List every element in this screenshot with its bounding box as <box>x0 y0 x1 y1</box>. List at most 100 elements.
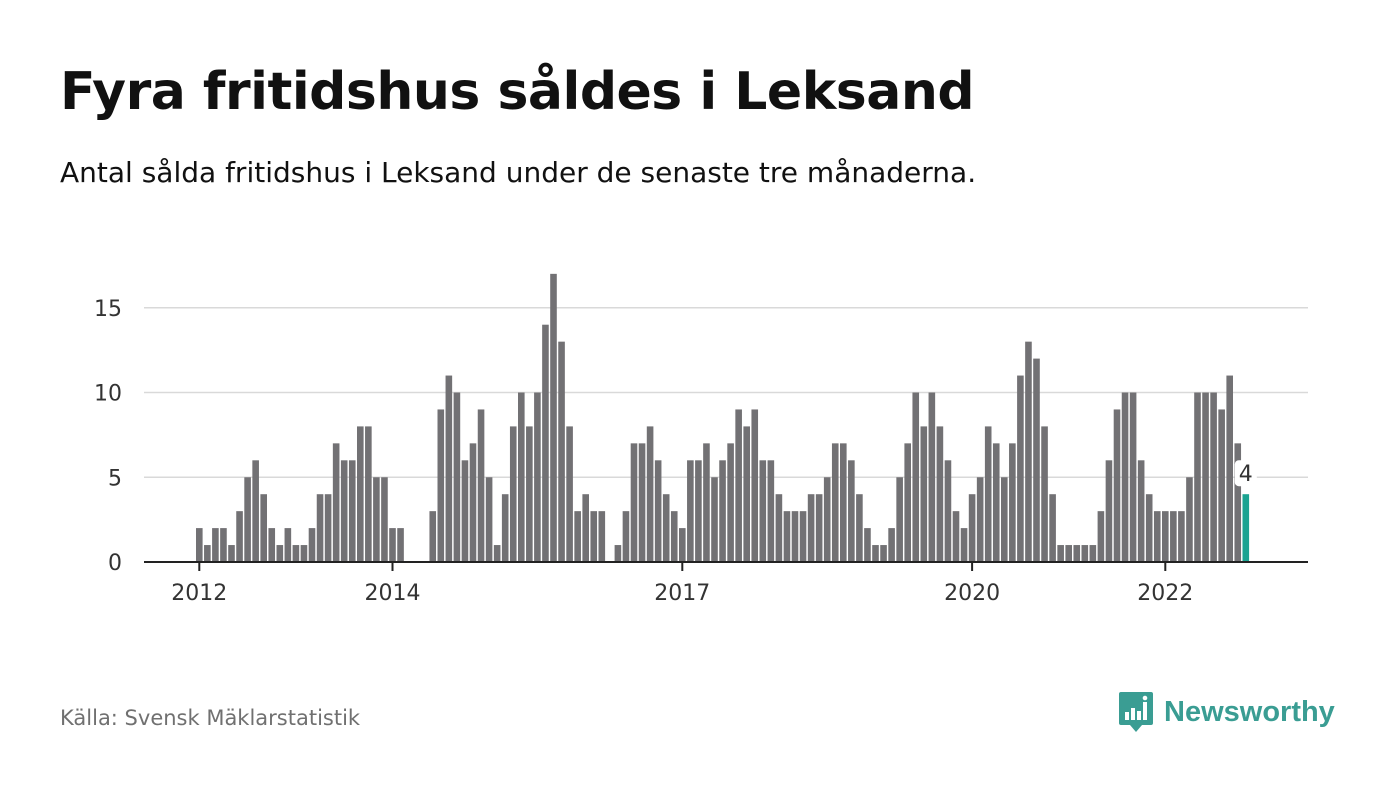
bar <box>807 494 815 562</box>
bar <box>542 324 549 562</box>
bar <box>1137 460 1145 562</box>
bar <box>848 460 855 562</box>
bar <box>912 392 920 562</box>
bar <box>960 528 968 562</box>
bar <box>236 511 243 562</box>
bar <box>1065 545 1072 562</box>
bar <box>582 494 589 562</box>
bar <box>429 511 437 562</box>
bar <box>952 511 960 562</box>
bar-latest <box>1242 494 1250 562</box>
bar <box>300 545 308 562</box>
bar <box>759 460 767 562</box>
x-tick-label: 2012 <box>171 581 227 606</box>
bar <box>719 460 726 562</box>
bar <box>687 460 694 562</box>
bar <box>1001 477 1008 562</box>
x-tick-label: 2022 <box>1137 581 1193 606</box>
bar <box>485 477 493 562</box>
bar <box>1145 494 1153 562</box>
newsworthy-bar-chart-icon <box>1119 692 1153 732</box>
bar <box>308 528 316 562</box>
bar-chart: 0 5 10 15 2012 2014 2017 2020 2022 4 <box>94 273 1308 606</box>
bar <box>791 511 799 562</box>
x-tick-label: 2017 <box>654 581 710 606</box>
bar <box>831 443 839 562</box>
bar <box>590 511 598 562</box>
chart-title: Fyra fritidshus såldes i Leksand <box>60 62 975 122</box>
bar <box>598 511 606 562</box>
bar <box>397 528 404 562</box>
bar <box>373 477 380 562</box>
bar <box>614 545 622 562</box>
bar <box>284 528 292 562</box>
bar <box>389 528 396 562</box>
bar <box>1202 392 1209 562</box>
bar <box>727 443 734 562</box>
bar <box>646 426 654 562</box>
bar <box>944 460 952 562</box>
bar <box>252 460 259 562</box>
bar <box>316 494 324 562</box>
bar <box>268 528 276 562</box>
bar <box>1226 375 1233 562</box>
bar <box>1178 511 1185 562</box>
tick-labels: 0 5 10 15 2012 2014 2017 2020 2022 4 <box>94 297 1257 606</box>
bar <box>1033 358 1040 562</box>
bar <box>735 409 742 562</box>
brand-name: Newsworthy <box>1164 695 1335 728</box>
bar <box>703 443 710 562</box>
bars <box>196 273 1250 562</box>
bar <box>840 443 847 562</box>
bar <box>453 392 461 562</box>
bar <box>1057 545 1064 562</box>
bar <box>566 426 573 562</box>
bar <box>574 511 581 562</box>
bar <box>244 477 251 562</box>
bar <box>365 426 372 562</box>
bar <box>292 545 300 562</box>
bar <box>1009 443 1016 562</box>
bar <box>695 460 702 562</box>
bar <box>856 494 863 562</box>
last-value-label-bg <box>1234 460 1257 487</box>
bar <box>1170 511 1177 562</box>
bar <box>630 443 638 562</box>
bar <box>1041 426 1048 562</box>
bar <box>799 511 807 562</box>
bar <box>1186 477 1193 562</box>
bar <box>501 494 509 562</box>
bar <box>340 460 348 562</box>
bar <box>332 443 340 562</box>
y-tick-label: 10 <box>94 382 122 407</box>
bar <box>445 375 453 562</box>
bar <box>509 426 517 562</box>
bar <box>1097 511 1105 562</box>
y-tick-label: 15 <box>94 297 122 322</box>
bar <box>534 392 541 562</box>
axes <box>144 561 1308 571</box>
bar <box>1121 392 1129 562</box>
bar <box>212 528 219 562</box>
bar <box>1081 545 1089 562</box>
bar <box>493 545 501 562</box>
bar <box>823 477 831 562</box>
bar <box>1017 375 1024 562</box>
bar <box>1105 460 1113 562</box>
bar <box>880 545 887 562</box>
last-value-label: 4 <box>1239 462 1253 487</box>
bar <box>357 426 364 562</box>
chart-subtitle: Antal sålda fritidshus i Leksand under d… <box>60 156 977 189</box>
bar <box>276 545 284 562</box>
bar <box>1025 341 1032 562</box>
bar <box>220 528 227 562</box>
bar <box>743 426 750 562</box>
brand-logo[interactable]: Newsworthy <box>1118 690 1335 734</box>
bar <box>437 409 445 562</box>
y-tick-label: 0 <box>108 551 122 576</box>
bar <box>670 511 678 562</box>
bar <box>1049 494 1056 562</box>
bar <box>1218 409 1225 562</box>
y-tick-label: 5 <box>108 466 122 491</box>
bar <box>904 443 911 562</box>
